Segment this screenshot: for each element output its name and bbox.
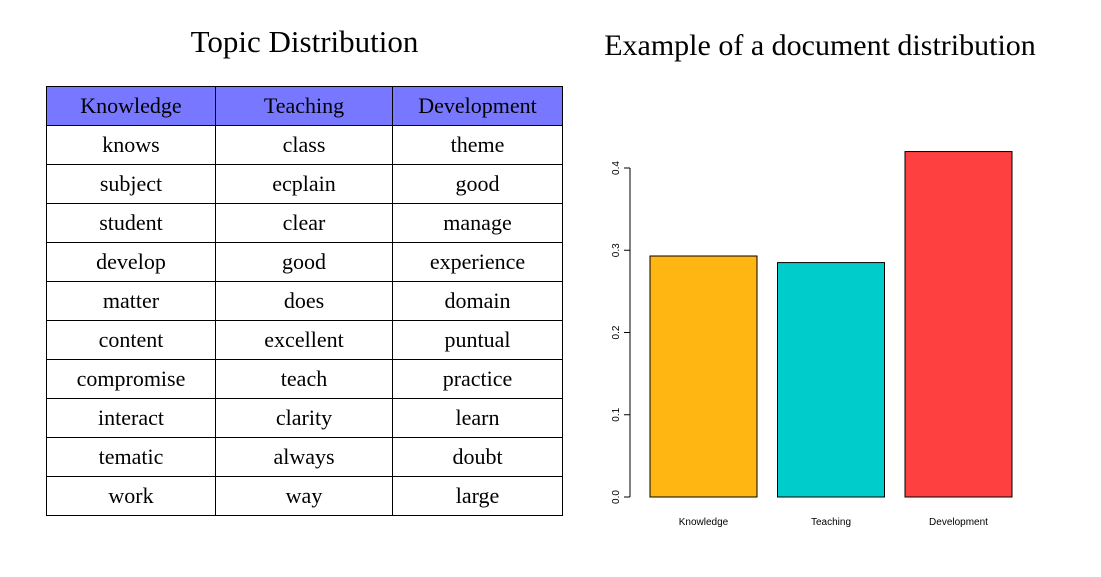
table-row: content excellent puntual (46, 320, 563, 360)
y-tick-label: 0.3 (611, 243, 622, 257)
header-knowledge: Knowledge (46, 86, 216, 126)
table-cell: practice (392, 359, 563, 399)
table-row: subject ecplain good (46, 164, 563, 204)
header-development: Development (392, 86, 563, 126)
table-cell: matter (46, 281, 216, 321)
table-row: matter does domain (46, 281, 563, 321)
table-row: student clear manage (46, 203, 563, 243)
y-tick-label: 0.4 (611, 161, 622, 175)
table-row: work way large (46, 476, 563, 516)
table-row: interact clarity learn (46, 398, 563, 438)
bar-knowledge (649, 255, 758, 498)
table-header-row: Knowledge Teaching Development (46, 86, 563, 126)
table-cell: good (392, 164, 563, 204)
x-tick-label: Teaching (811, 517, 851, 528)
table-cell: puntual (392, 320, 563, 360)
table-cell: way (215, 476, 393, 516)
table-cell: always (215, 437, 393, 477)
table-cell: content (46, 320, 216, 360)
header-teaching: Teaching (215, 86, 393, 126)
table-cell: subject (46, 164, 216, 204)
table-body: knows class theme subject ecplain good student… (46, 125, 563, 516)
table-cell: experience (392, 242, 563, 282)
x-tick-label: Knowledge (679, 517, 729, 528)
table-cell: large (392, 476, 563, 516)
y-tick-label: 0.2 (611, 325, 622, 339)
y-tick-label: 0.0 (611, 490, 622, 504)
table-cell: clarity (215, 398, 393, 438)
table-cell: learn (392, 398, 563, 438)
topic-table: Knowledge Teaching Development knows clas… (46, 86, 563, 516)
table-cell: tematic (46, 437, 216, 477)
table-row: compromise teach practice (46, 359, 563, 399)
table-cell: compromise (46, 359, 216, 399)
table-cell: interact (46, 398, 216, 438)
table-cell: develop (46, 242, 216, 282)
table-cell: class (215, 125, 393, 165)
table-title: Topic Distribution (190, 24, 419, 59)
table-cell: knows (46, 125, 216, 165)
table-row: develop good experience (46, 242, 563, 282)
table-row: tematic always doubt (46, 437, 563, 477)
table-cell: excellent (215, 320, 393, 360)
bar-teaching (777, 262, 885, 498)
table-cell: does (215, 281, 393, 321)
bar-development (904, 151, 1013, 498)
table-cell: domain (392, 281, 563, 321)
x-tick-label: Development (929, 517, 988, 528)
table-cell: doubt (392, 437, 563, 477)
table-cell: student (46, 203, 216, 243)
y-tick-label: 0.1 (611, 407, 622, 421)
chart-title: Example of a document distribution (604, 29, 1036, 62)
table-cell: clear (215, 203, 393, 243)
table-row: knows class theme (46, 125, 563, 165)
